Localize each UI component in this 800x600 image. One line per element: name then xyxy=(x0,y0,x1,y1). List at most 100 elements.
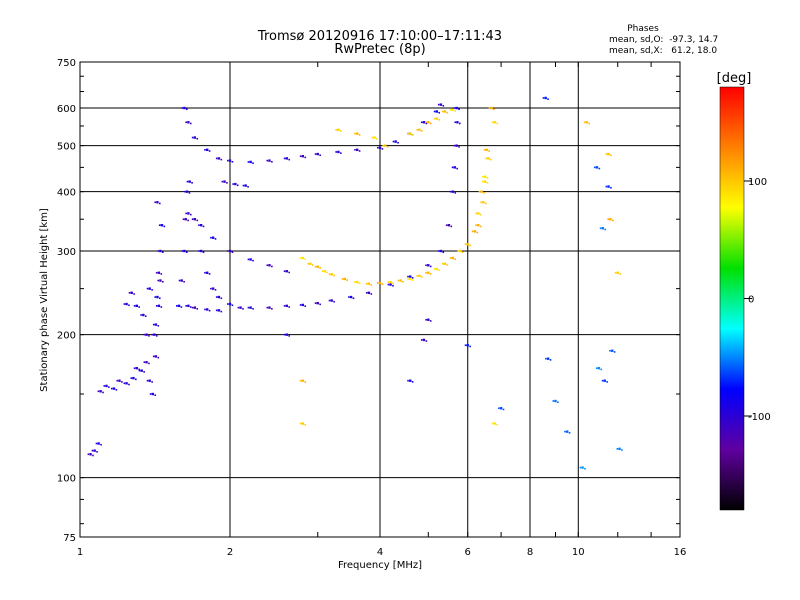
echo-point xyxy=(588,122,590,125)
echo-point xyxy=(283,333,286,336)
echo-point xyxy=(148,362,150,365)
echo-point xyxy=(451,256,455,260)
echo-point xyxy=(299,304,302,306)
echo-point xyxy=(227,250,229,252)
echo-point xyxy=(186,180,189,183)
echo-point xyxy=(609,349,611,352)
echo-point xyxy=(87,453,90,456)
y-axis-ticks: 75 100 200 300 400 500 600 750 xyxy=(57,58,680,544)
echo-point xyxy=(328,299,331,302)
echo-point xyxy=(125,382,128,385)
echo-point xyxy=(138,369,141,372)
echo-point xyxy=(370,293,373,295)
echo-point xyxy=(358,150,361,152)
echo-point xyxy=(479,213,482,216)
echo-point xyxy=(307,262,310,265)
echo-point xyxy=(181,107,183,109)
echo-point xyxy=(384,144,387,147)
echo-point xyxy=(381,283,384,285)
echo-point xyxy=(496,122,499,125)
x-tick-label: 16 xyxy=(674,547,687,558)
echo-point xyxy=(130,291,133,295)
echo-point xyxy=(333,300,335,303)
echo-point xyxy=(420,339,423,341)
echo-point xyxy=(187,304,190,308)
echo-point xyxy=(464,344,467,347)
echo-point xyxy=(330,273,333,276)
echo-point xyxy=(199,224,203,227)
echo-point xyxy=(252,162,254,164)
echo-point xyxy=(304,381,307,383)
echo-point xyxy=(214,238,217,240)
echo-point xyxy=(181,250,183,252)
echo-point xyxy=(446,264,449,266)
echo-point xyxy=(189,306,192,308)
echo-point xyxy=(108,386,110,388)
echo-point xyxy=(425,264,427,267)
echo-point xyxy=(299,155,302,158)
echo-point xyxy=(183,106,186,110)
echo-point xyxy=(549,359,552,361)
echo-point xyxy=(184,218,187,221)
echo-point xyxy=(321,270,324,273)
echo-point xyxy=(158,224,161,227)
echo-point xyxy=(112,387,116,390)
echo-point xyxy=(145,361,148,364)
y-tick-label: 100 xyxy=(57,474,76,485)
grid-lines xyxy=(80,62,680,537)
echo-point xyxy=(422,338,426,342)
x-axis-ticks: 1 2 4 6 8 10 16 xyxy=(77,62,687,558)
echo-point xyxy=(389,283,392,286)
echo-point xyxy=(247,306,250,309)
echo-point xyxy=(607,152,610,156)
echo-point xyxy=(312,264,314,266)
echo-point xyxy=(185,121,187,124)
echo-point xyxy=(341,278,344,280)
echo-point xyxy=(227,159,229,162)
echo-point xyxy=(110,387,113,390)
echo-point xyxy=(480,201,482,204)
echo-point xyxy=(157,279,160,282)
echo-point xyxy=(544,96,547,100)
echo-point xyxy=(337,150,340,154)
echo-point xyxy=(140,369,143,372)
echo-point xyxy=(97,442,100,445)
echo-point xyxy=(202,251,205,254)
echo-point xyxy=(456,167,458,170)
echo-point xyxy=(459,249,462,253)
echo-point xyxy=(249,306,252,309)
echo-point xyxy=(449,108,452,111)
y-tick-label: 600 xyxy=(57,104,76,115)
x-tick-label: 10 xyxy=(572,547,585,558)
echo-point xyxy=(483,175,487,178)
echo-point xyxy=(226,182,228,184)
echo-point xyxy=(184,190,186,193)
echo-point xyxy=(483,192,485,194)
echo-point xyxy=(433,117,436,120)
echo-point xyxy=(429,273,432,275)
echo-point xyxy=(249,258,252,261)
echo-point xyxy=(453,166,456,169)
echo-point xyxy=(607,218,610,221)
echo-point xyxy=(151,392,155,396)
echo-point xyxy=(193,136,197,139)
echo-point xyxy=(154,201,157,204)
echo-point xyxy=(479,225,482,228)
echo-point xyxy=(271,161,273,163)
echo-point xyxy=(204,149,206,151)
echo-point xyxy=(162,251,164,254)
echo-point xyxy=(160,306,163,308)
echo-point xyxy=(502,408,505,411)
echo-point xyxy=(121,381,123,383)
echo-point xyxy=(138,306,140,308)
echo-point xyxy=(542,97,545,99)
echo-point xyxy=(185,108,188,111)
echo-point xyxy=(584,467,586,470)
echo-point xyxy=(285,333,288,336)
echo-point xyxy=(95,442,98,445)
echo-point xyxy=(476,231,479,234)
echo-point xyxy=(193,306,197,309)
echo-point xyxy=(180,306,183,308)
echo-point xyxy=(159,279,162,282)
echo-point xyxy=(156,295,159,299)
